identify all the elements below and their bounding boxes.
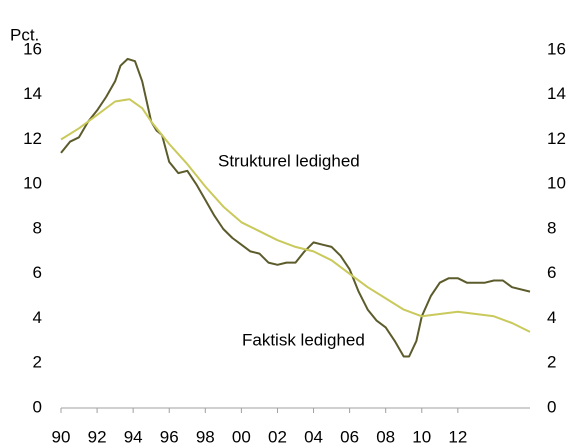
y2-tick-label: 4: [547, 308, 556, 327]
y-tick-label: 2: [33, 353, 42, 372]
x-tick-label: 08: [376, 427, 395, 446]
x-tick-label: 90: [52, 427, 71, 446]
y-tick-label: 12: [23, 129, 42, 148]
line-series: [60, 98, 531, 333]
y2-tick-label: 10: [547, 174, 566, 193]
y2-tick-label: 6: [547, 263, 556, 282]
y2-tick-label: 2: [547, 353, 556, 372]
x-tick-label: 02: [268, 427, 287, 446]
y-axis-label: Pct.: [10, 25, 39, 44]
y-tick-label: 0: [33, 397, 42, 416]
y-tick-label: 8: [33, 218, 42, 237]
x-tick-label: 92: [88, 427, 107, 446]
x-tick-label: 98: [196, 427, 215, 446]
y-tick-label: 10: [23, 174, 42, 193]
x-tick-label: 94: [124, 427, 143, 446]
annotation: Strukturel ledighed: [218, 151, 360, 170]
y-tick-label: 4: [33, 308, 42, 327]
x-tick-label: 96: [160, 427, 179, 446]
y-tick-label: 16: [23, 39, 42, 58]
x-tick-label: 00: [232, 427, 251, 446]
x-tick-label: 10: [412, 427, 431, 446]
x-tick-label: 12: [448, 427, 467, 446]
y-tick-label: 14: [23, 84, 42, 103]
x-tick-label: 06: [340, 427, 359, 446]
y2-tick-label: 12: [547, 129, 566, 148]
line-series: [60, 57, 531, 358]
annotation: Faktisk ledighed: [242, 330, 365, 349]
y2-tick-label: 0: [547, 397, 556, 416]
y2-tick-label: 14: [547, 84, 566, 103]
y-tick-label: 6: [33, 263, 42, 282]
y2-tick-label: 16: [547, 39, 566, 58]
x-tick-label: 04: [304, 427, 323, 446]
y2-tick-label: 8: [547, 218, 556, 237]
